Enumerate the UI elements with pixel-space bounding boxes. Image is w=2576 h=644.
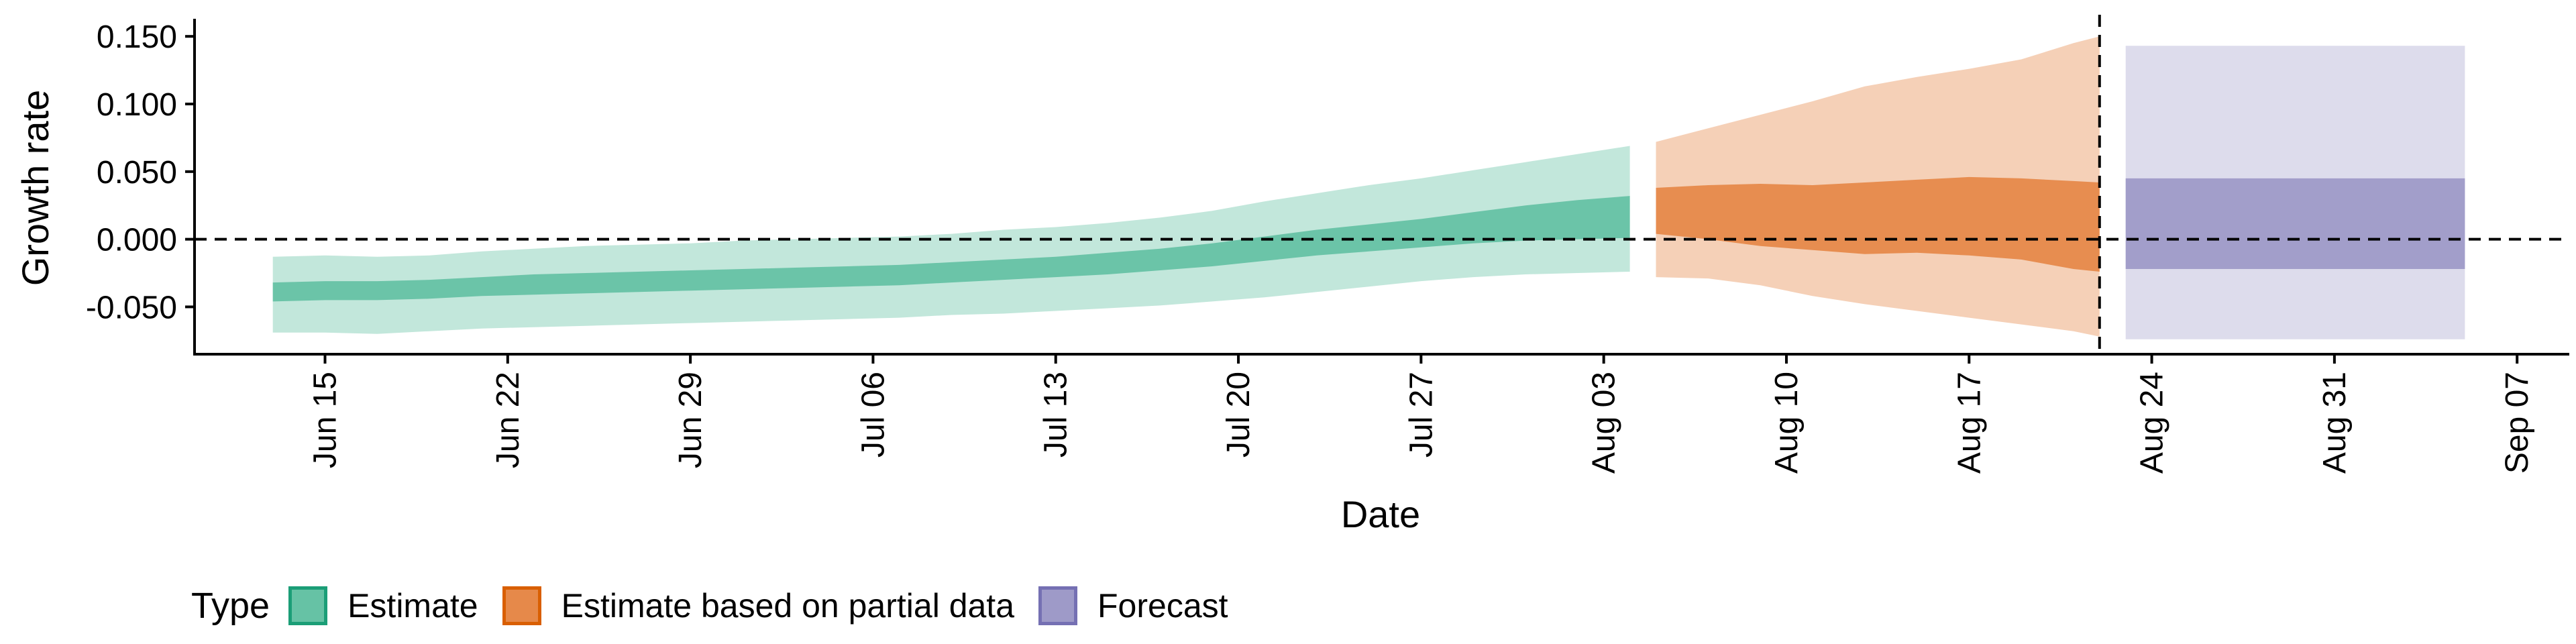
legend-swatch-estimate — [288, 586, 328, 625]
forecast-50-band — [2125, 178, 2465, 269]
x-tick-label: Aug 03 — [1587, 372, 1622, 474]
legend-swatch-forecast — [1038, 586, 1078, 625]
y-tick-label: 0.050 — [97, 155, 177, 191]
x-tick-label: Jul 27 — [1403, 372, 1439, 458]
y-tick-label: 0.150 — [97, 19, 177, 55]
x-tick-label: Jun 22 — [490, 372, 526, 468]
legend-label-partial: Estimate based on partial data — [561, 587, 1015, 625]
x-tick-label: Aug 24 — [2135, 372, 2170, 474]
x-tick-label: Jun 15 — [308, 372, 343, 468]
estimate-50-band — [272, 196, 1630, 302]
x-tick-label: Aug 10 — [1769, 372, 1805, 474]
x-tick-label: Aug 17 — [1951, 372, 1987, 474]
x-tick-label: Jul 20 — [1221, 372, 1256, 458]
y-axis-title: Growth rate — [14, 90, 56, 286]
y-tick-label: 0.100 — [97, 87, 177, 123]
legend-item-forecast: Forecast — [1038, 586, 1228, 625]
x-tick-label: Jul 06 — [855, 372, 891, 458]
legend-item-partial: Estimate based on partial data — [502, 586, 1014, 625]
y-axis-ticks: -0.050 0.000 0.050 0.100 0.150 — [86, 19, 195, 325]
x-tick-label: Jun 29 — [673, 372, 708, 468]
x-axis-title: Date — [1341, 493, 1420, 535]
legend-label-estimate: Estimate — [347, 587, 478, 625]
legend-label-forecast: Forecast — [1097, 587, 1228, 625]
y-tick-label: 0.000 — [97, 223, 177, 258]
legend-swatch-partial — [502, 586, 541, 625]
x-tick-label: Sep 07 — [2500, 372, 2535, 474]
x-tick-label: Jul 13 — [1038, 372, 1074, 458]
y-tick-label: -0.050 — [86, 290, 177, 325]
legend-title: Type — [191, 586, 270, 626]
estimate-based-on-partial-data-50-band — [1656, 176, 2100, 272]
legend: Type Estimate Estimate based on partial … — [191, 576, 1252, 636]
bands-layer — [272, 36, 2465, 339]
x-axis-ticks: Jun 15 Jun 22 Jun 29 Jul 06 Jul 13 Jul 20 Jul … — [308, 354, 2535, 474]
legend-item-estimate: Estimate — [288, 586, 478, 625]
x-tick-label: Aug 31 — [2317, 372, 2353, 474]
